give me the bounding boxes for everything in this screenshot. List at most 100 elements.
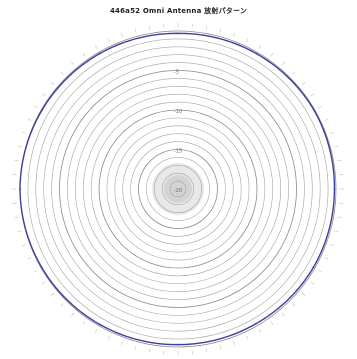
angular-tick	[27, 257, 32, 260]
series-point	[177, 32, 179, 35]
angular-tick	[41, 281, 46, 285]
angular-tick	[71, 312, 75, 317]
series-point	[19, 188, 21, 190]
angular-tick	[324, 257, 329, 260]
angular-tick	[205, 348, 208, 353]
grid-ring	[90, 101, 266, 277]
angular-tick	[17, 230, 22, 233]
angular-tick	[94, 329, 98, 333]
grid-ring	[154, 165, 203, 214]
angular-tick	[318, 105, 322, 109]
chart-title: 446a52 Omni Antenna 放射パターン	[109, 7, 248, 15]
grid-ring	[138, 149, 218, 229]
series-point	[40, 109, 43, 112]
grid-ring	[130, 141, 226, 237]
grid-ring	[114, 125, 242, 253]
angular-tick	[148, 348, 151, 353]
angular-tick	[134, 345, 137, 350]
grid-ring	[161, 172, 195, 206]
angular-tick	[148, 25, 151, 30]
radial-tick-label: -20	[174, 188, 182, 194]
grid-ring	[75, 86, 281, 292]
center-shading	[152, 163, 204, 215]
angular-tick	[205, 25, 208, 30]
grid-ring	[35, 46, 321, 332]
grid-ring	[122, 133, 234, 245]
angular-tick	[270, 321, 274, 326]
angular-tick	[246, 38, 249, 43]
angular-tick	[233, 341, 236, 346]
grid-ring	[51, 62, 305, 316]
radial-tick-label: -10	[174, 109, 182, 115]
series-point	[40, 266, 43, 269]
angular-tick	[27, 118, 32, 121]
angular-ticks	[12, 23, 344, 355]
series-point	[177, 343, 179, 346]
pattern-series	[19, 32, 336, 346]
center-shade-inner	[164, 175, 192, 203]
grid-ring	[67, 78, 289, 300]
angular-tick	[301, 82, 306, 86]
grid-ring	[106, 117, 250, 261]
grid-ring	[146, 157, 210, 221]
angular-tick	[219, 28, 222, 33]
angular-tick	[281, 61, 285, 66]
radial-tick-label: -15	[174, 149, 182, 155]
angular-tick	[107, 335, 110, 340]
angular-tick	[21, 131, 26, 134]
angular-tick	[50, 82, 55, 86]
angular-tick	[107, 38, 110, 43]
angular-tick	[14, 159, 19, 162]
angular-tick	[270, 52, 274, 57]
angular-tick	[14, 216, 19, 219]
angular-tick	[246, 335, 249, 340]
grid-ring	[82, 93, 274, 285]
angular-tick	[310, 93, 315, 97]
angular-tick	[334, 145, 339, 148]
series-point	[255, 52, 258, 55]
angular-tick	[41, 93, 46, 97]
angular-tick	[330, 131, 335, 134]
angular-tick	[82, 321, 86, 326]
angular-tick	[318, 269, 322, 273]
grid-ring	[59, 70, 297, 308]
angular-tick	[292, 303, 296, 307]
angular-tick	[94, 45, 98, 49]
angular-tick	[120, 32, 123, 37]
series-point	[333, 188, 336, 190]
series-point	[312, 266, 315, 269]
angular-tick	[258, 329, 262, 333]
angular-tick	[324, 118, 329, 121]
angular-tick	[34, 269, 38, 273]
angular-tick	[21, 244, 26, 247]
angular-tick	[281, 312, 285, 317]
angular-tick	[134, 28, 137, 33]
angular-tick	[50, 292, 55, 296]
angular-tick	[60, 71, 64, 75]
grid-ring	[43, 54, 313, 324]
angular-tick	[120, 341, 123, 346]
angular-tick	[34, 105, 38, 109]
angular-tick	[310, 281, 315, 285]
grid-ring	[98, 109, 258, 269]
series-point	[313, 109, 316, 112]
angular-tick	[71, 61, 75, 66]
angular-tick	[334, 230, 339, 233]
angular-tick	[292, 71, 296, 75]
series-point	[254, 322, 257, 325]
grid-ring	[27, 38, 329, 340]
series-point	[98, 52, 101, 55]
angular-tick	[337, 216, 342, 219]
radial-grid-rings	[19, 30, 337, 348]
angular-tick	[233, 32, 236, 37]
angular-tick	[330, 244, 335, 247]
angular-tick	[60, 303, 64, 307]
radial-tick-label: -5	[174, 70, 179, 76]
radial-tick-labels: -5 -10 -15 -20	[174, 70, 182, 195]
angular-tick	[17, 145, 22, 148]
angular-tick	[301, 292, 306, 296]
angular-tick	[337, 159, 342, 162]
angular-tick	[82, 52, 86, 57]
series-point	[98, 323, 101, 326]
